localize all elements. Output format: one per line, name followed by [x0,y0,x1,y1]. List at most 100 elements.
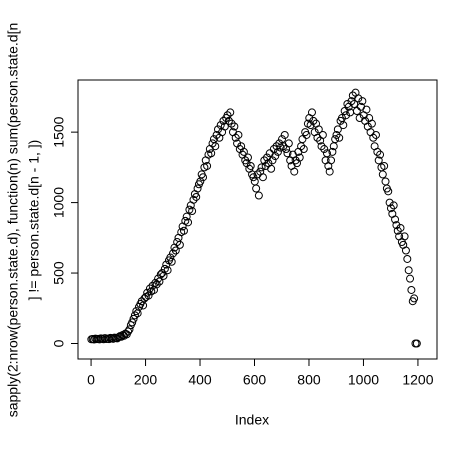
point [412,339,421,348]
point [331,135,340,144]
point [114,333,123,342]
point [332,130,341,139]
point [400,232,409,241]
point [340,107,349,115]
y-axis-title: sapply(2:nrow(person.state.d), function(… [5,23,21,418]
x-tick-label: 600 [243,372,267,388]
point [386,204,395,213]
point [352,107,361,115]
x-axis-title: Index [235,412,269,428]
point [350,99,359,108]
y-tick-label: 0 [51,339,67,347]
point [290,167,299,176]
y-tick-label: 500 [51,261,67,285]
point [373,147,382,156]
point [130,311,139,320]
point [385,198,394,207]
x-tick-label: 1200 [402,372,433,388]
point [392,221,401,230]
point [307,108,316,117]
point [189,195,198,204]
point [258,173,267,182]
point [171,246,180,255]
point [328,147,337,156]
point [320,145,329,154]
point [396,223,405,232]
point [203,161,212,170]
point [148,281,157,290]
point [211,142,220,151]
point [374,156,383,165]
point [367,119,376,128]
point [335,133,344,142]
point [128,318,137,327]
point [132,307,141,316]
point [226,108,235,117]
point [317,142,326,151]
point [295,153,304,162]
point [371,130,380,139]
x-tick-label: 1000 [348,372,379,388]
point [354,94,363,103]
point [389,201,398,210]
point [199,173,208,182]
point [314,125,323,134]
point [381,177,390,186]
point [167,257,176,266]
point [214,125,223,134]
point [271,152,280,161]
point [151,278,160,287]
point [121,329,130,338]
point [404,266,413,275]
point [318,130,327,139]
x-tick-label: 400 [188,372,212,388]
point [184,218,193,227]
point [283,149,292,158]
y-axis-title: ] != person.state.d[n - 1, ]) [26,140,42,301]
point [239,147,248,156]
point [249,173,258,182]
point [384,187,393,196]
y-tick-label: 1500 [51,116,67,147]
point [267,164,276,173]
point [207,149,216,158]
point [182,212,191,221]
point [322,149,331,158]
point [231,133,240,142]
point [284,139,293,148]
point [250,177,259,186]
point [380,161,389,170]
point [220,122,229,131]
point [401,246,410,255]
x-tick-label: 200 [134,372,158,388]
point [169,249,178,258]
point [268,156,277,165]
point [234,130,243,139]
point [333,125,342,134]
point [166,253,175,262]
point [275,139,284,148]
point [163,266,172,275]
point [129,314,138,323]
point [152,280,161,289]
point [173,238,182,247]
point [280,130,289,139]
point [378,170,387,179]
point [227,119,236,128]
point [137,297,146,306]
y-tick-label: 1000 [51,187,67,218]
point [298,135,307,144]
x-tick-label: 0 [87,372,95,388]
point [306,121,315,130]
point [407,285,416,294]
point [193,184,202,193]
point [257,163,266,172]
point [223,111,232,120]
point [246,161,255,170]
point [410,294,419,303]
point [219,116,228,125]
point [403,254,412,263]
point [230,122,239,131]
point [125,325,134,334]
